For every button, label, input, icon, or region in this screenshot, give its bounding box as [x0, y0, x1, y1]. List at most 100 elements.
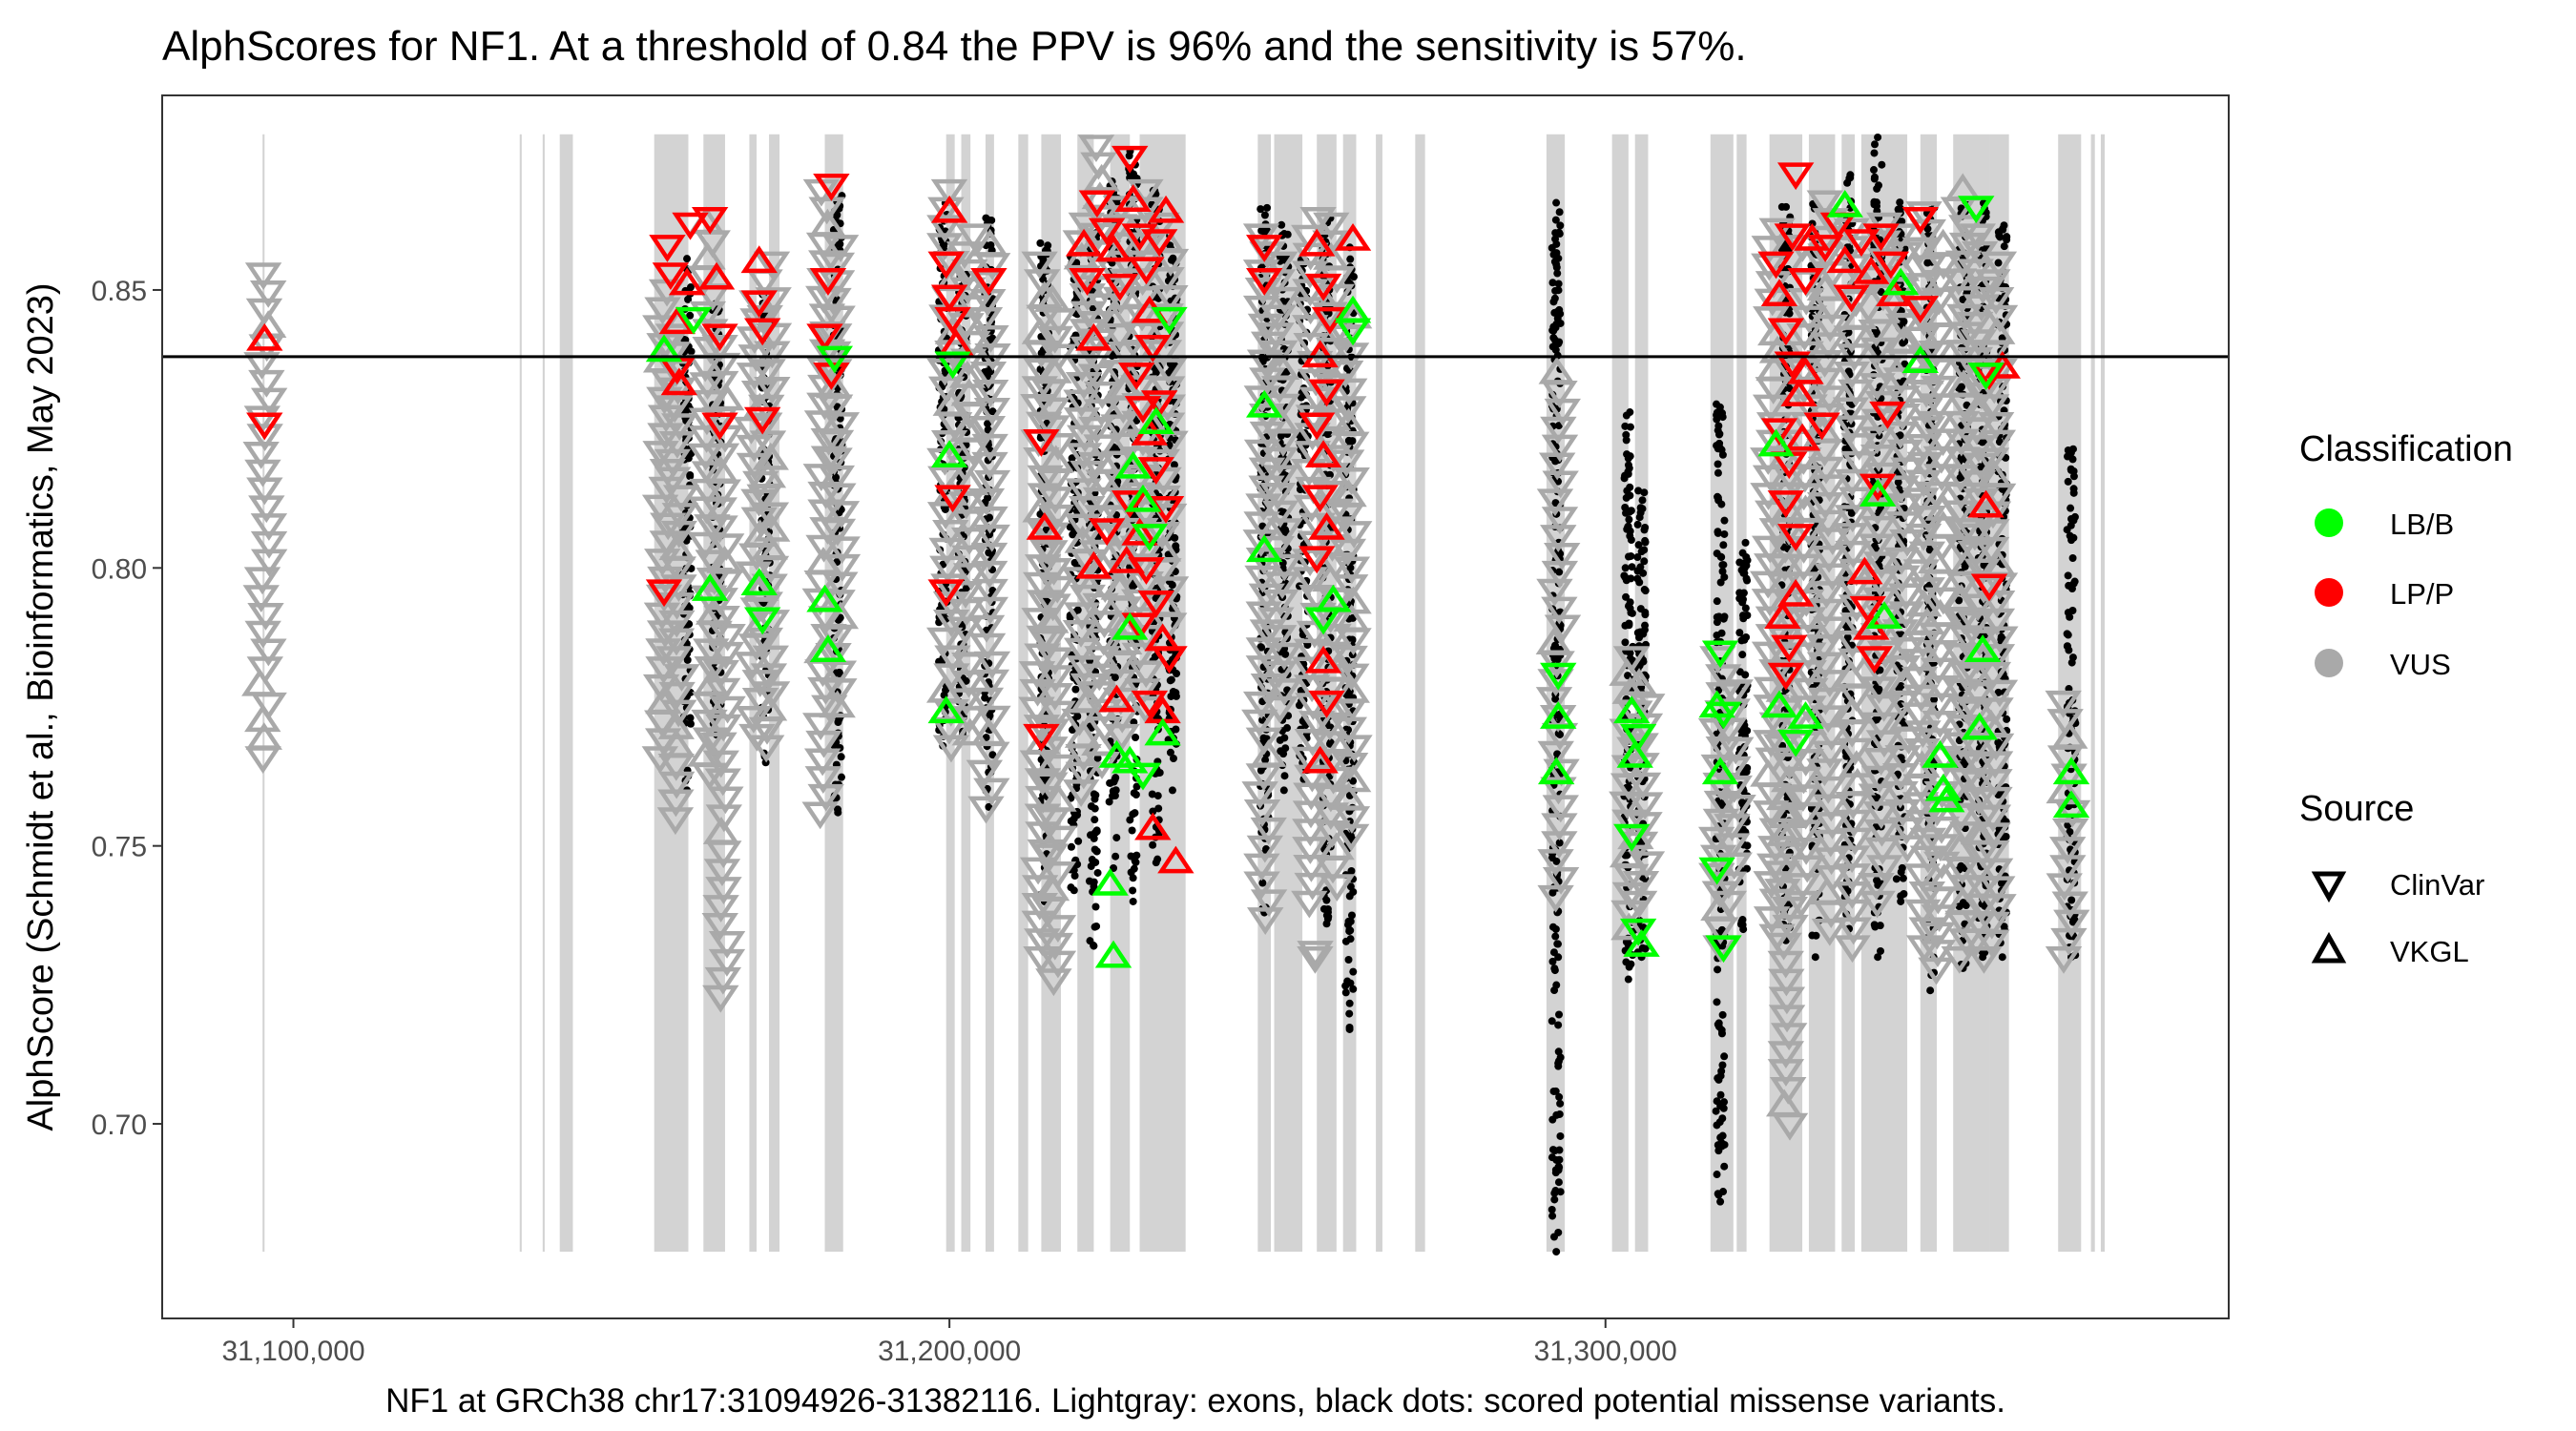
scored-variant-dot: [1897, 897, 1905, 905]
scored-variant-dot: [1130, 864, 1138, 873]
scored-variant-dot: [1720, 516, 1729, 525]
scored-variant-dot: [1345, 1009, 1354, 1018]
scored-variant-dot: [1979, 953, 1987, 962]
scored-variant-dot: [1109, 792, 1117, 800]
scored-variant-dot: [1930, 695, 1939, 704]
scored-variant-dot: [1636, 605, 1645, 613]
scored-variant-dot: [1258, 879, 1267, 887]
scored-variant-dot: [1555, 730, 1564, 738]
scored-variant-dot: [1628, 563, 1636, 571]
scored-variant-dot: [837, 753, 845, 761]
scored-variant-dot: [1714, 1074, 1722, 1083]
scored-variant-dot: [1635, 578, 1644, 587]
scored-variant-dot: [1959, 899, 1967, 907]
scored-variant-dot: [2003, 233, 2011, 241]
scored-variant-dot: [1926, 986, 1935, 995]
scored-variant-dot: [1070, 886, 1078, 895]
scored-variant-dot: [1714, 460, 1722, 468]
vus-variant-marker: [1039, 861, 1077, 889]
scored-variant-dot: [1171, 533, 1179, 542]
exon-band: [2090, 134, 2095, 1253]
scored-variant-dot: [1955, 596, 1963, 605]
scored-variant-dot: [1550, 966, 1559, 975]
scored-variant-dot: [1070, 866, 1078, 875]
scored-variant-dot: [987, 241, 995, 250]
scored-variant-dot: [1555, 1110, 1564, 1118]
scored-variant-dot: [1641, 538, 1650, 547]
scored-variant-dot: [1552, 239, 1561, 248]
vus-variant-marker: [952, 467, 989, 496]
scored-variant-dot: [1897, 681, 1905, 690]
scored-variant-dot: [1343, 977, 1352, 985]
scored-variant-dot: [2064, 477, 2072, 486]
vus-variant-marker: [1077, 451, 1115, 480]
scored-variant-dot: [1260, 211, 1269, 219]
scored-variant-dot: [1170, 461, 1178, 469]
scored-variant-dot: [1624, 454, 1632, 463]
scored-variant-dot: [834, 808, 842, 817]
scored-variant-dot: [1627, 609, 1635, 617]
scored-variant-dot: [1283, 230, 1292, 238]
vus-variant-marker: [709, 695, 746, 724]
vus-variant-marker: [701, 455, 739, 484]
scored-variant-dot: [1073, 712, 1082, 720]
vus-variant-marker: [1032, 718, 1070, 747]
scored-variant-dot: [1345, 927, 1354, 936]
scored-variant-dot: [1168, 786, 1176, 795]
scored-variant-dot: [1741, 604, 1750, 612]
scored-variant-dot: [1257, 643, 1266, 652]
scored-variant-dot: [1556, 1053, 1565, 1062]
vus-variant-marker: [708, 930, 746, 959]
scored-variant-dot: [1279, 750, 1288, 758]
vus-variant-marker: [955, 223, 992, 252]
scored-variant-dot: [1548, 957, 1557, 965]
scored-variant-dot: [1627, 574, 1635, 583]
scored-variant-dot: [1626, 408, 1634, 417]
scored-variant-dot: [1624, 469, 1632, 478]
scored-variant-dot: [1132, 733, 1140, 741]
scored-variant-dot: [2067, 504, 2075, 512]
scored-variant-dot: [1347, 867, 1356, 876]
vus-variant-marker: [1021, 608, 1058, 635]
vus-variant-marker: [966, 687, 1005, 716]
vus-variant-marker: [662, 485, 700, 513]
scored-variant-dot: [1718, 1010, 1727, 1019]
scored-variant-dot: [1635, 513, 1644, 522]
scored-variant-dot: [837, 773, 845, 781]
scored-variant-dot: [1555, 1010, 1564, 1019]
scored-variant-dot: [1555, 568, 1564, 576]
scored-variant-dot: [1295, 701, 1303, 710]
scored-variant-dot: [1634, 487, 1643, 495]
scored-variant-dot: [1037, 349, 1046, 358]
vus-variant-marker: [808, 197, 845, 225]
scored-variant-dot: [1554, 1047, 1563, 1056]
scored-variant-dot: [1074, 837, 1083, 845]
scored-variant-dot: [1625, 515, 1633, 524]
vus-variant-marker: [951, 717, 989, 746]
scored-variant-dot: [1874, 953, 1882, 962]
vus-variant-marker: [1064, 720, 1102, 748]
vus-variant-marker: [974, 705, 1011, 734]
scored-variant-dot: [1555, 228, 1564, 237]
scored-variant-dot: [1627, 551, 1635, 560]
vus-variant-marker: [1128, 660, 1165, 689]
scored-variant-dot: [1324, 429, 1333, 438]
scored-variant-dot: [1718, 561, 1727, 570]
vus-variant-marker: [244, 704, 281, 733]
scored-variant-dot: [1129, 886, 1137, 895]
scored-variant-dot: [1552, 198, 1561, 207]
scored-variant-dot: [833, 211, 841, 219]
scored-variant-dot: [1168, 581, 1176, 590]
scored-variant-dot: [1716, 1197, 1725, 1206]
vus-variant-marker: [1039, 915, 1077, 943]
scored-variant-dot: [1346, 882, 1355, 891]
scored-variant-dot: [1554, 1178, 1563, 1187]
vus-variant-marker: [753, 513, 791, 542]
scored-variant-dot: [1713, 998, 1721, 1006]
scored-variant-dot: [1039, 275, 1048, 283]
scored-variant-dot: [1720, 1052, 1729, 1061]
scored-variant-dot: [1280, 772, 1289, 780]
scored-variant-dot: [1258, 716, 1267, 724]
scored-variant-dot: [1716, 1090, 1725, 1099]
vus-variant-marker: [1148, 224, 1185, 253]
